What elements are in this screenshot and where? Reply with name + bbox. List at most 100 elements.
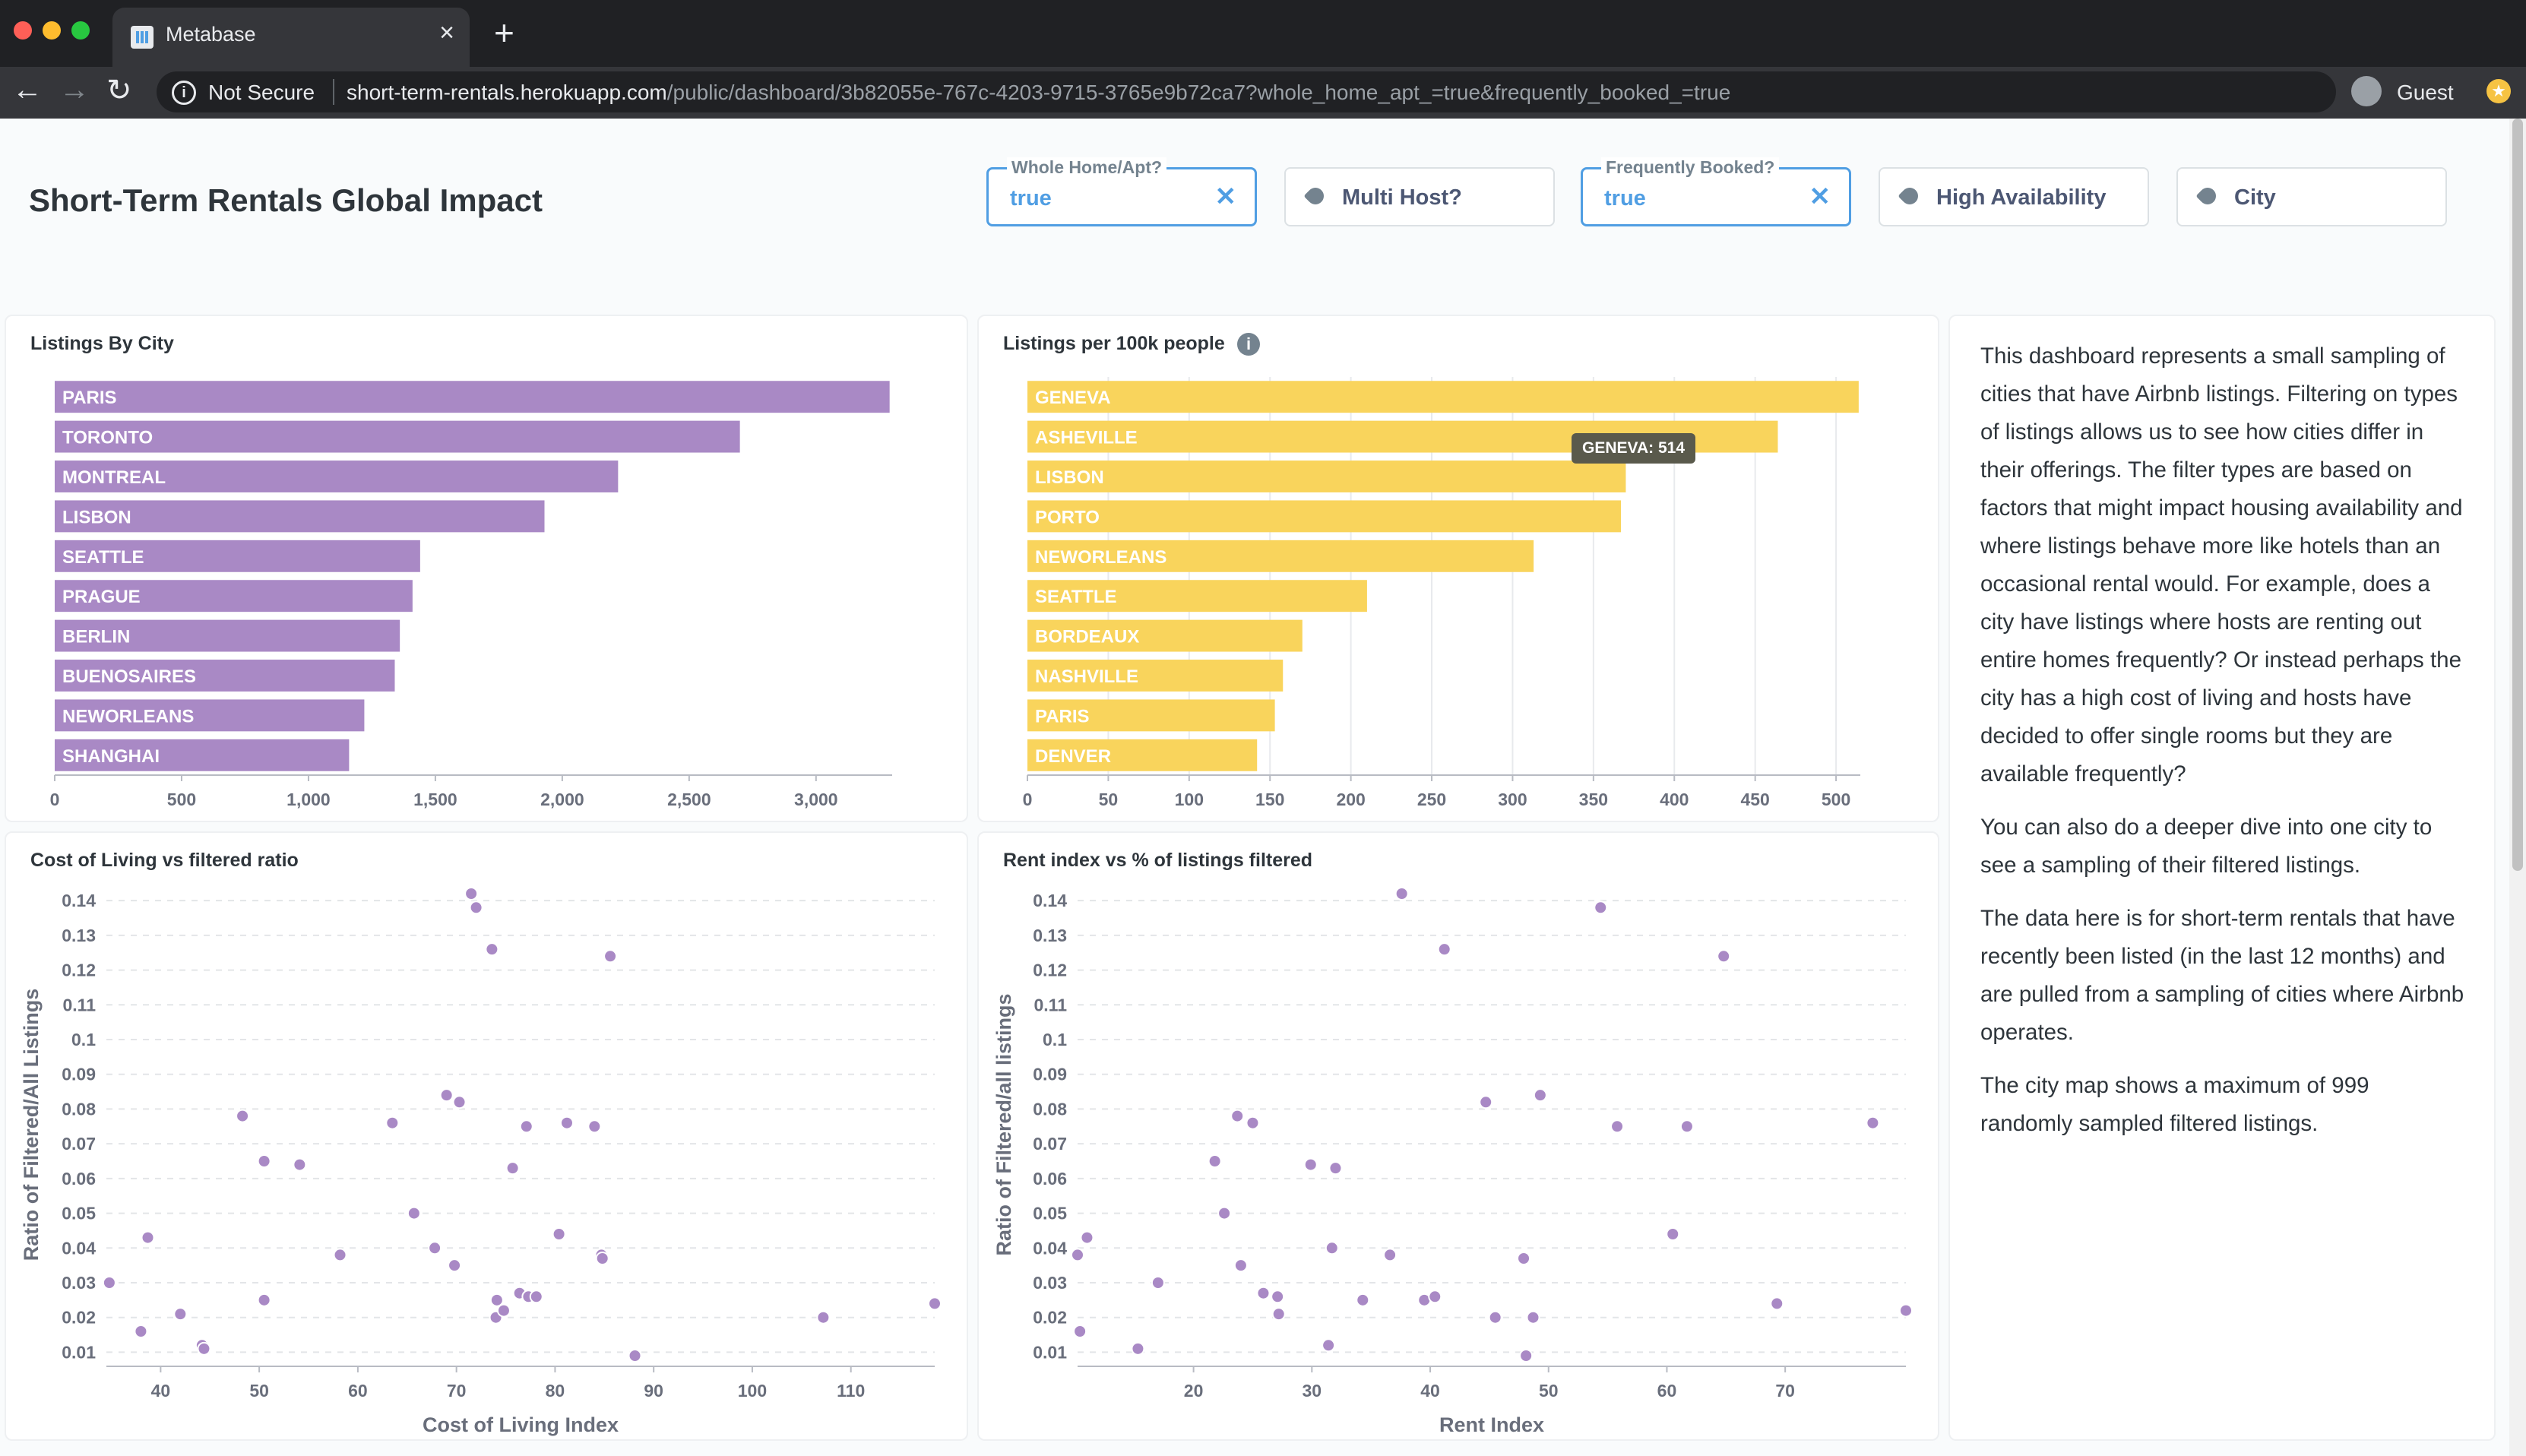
card-rent-index: Rent index vs % of listings filtered 0.0… xyxy=(977,831,1939,1441)
scatter-point xyxy=(816,1310,831,1325)
x-axis-label: Rent Index xyxy=(1439,1413,1544,1436)
browser-tab[interactable]: Metabase × xyxy=(112,8,470,67)
y-tick-label: 0.01 xyxy=(62,1342,96,1362)
scatter-point xyxy=(102,1276,116,1290)
forward-arrow-icon[interactable]: → xyxy=(59,73,90,106)
filter-frequently-booked[interactable]: Frequently Booked? true ✕ xyxy=(1581,157,1851,226)
back-arrow-icon[interactable]: ← xyxy=(12,73,43,106)
url-host: short-term-rentals.herokuapp.com xyxy=(347,81,667,104)
filter-label: Whole Home/Apt? xyxy=(1007,157,1167,178)
y-tick-label: 0.13 xyxy=(1033,926,1067,945)
bar xyxy=(1027,660,1284,692)
scatter-point xyxy=(1322,1338,1336,1353)
x-tick-label: 80 xyxy=(546,1381,565,1401)
scatter-point xyxy=(1073,1325,1087,1338)
x-tick-label: 400 xyxy=(1660,790,1689,809)
x-tick-label: 110 xyxy=(837,1381,865,1401)
bar xyxy=(1027,381,1859,413)
scatter-point xyxy=(1131,1341,1145,1356)
url-text[interactable]: short-term-rentals.herokuapp.com/public/… xyxy=(347,81,1730,105)
scatter-point xyxy=(1328,1161,1343,1176)
reload-icon[interactable]: ↻ xyxy=(106,74,132,107)
x-tick-label: 100 xyxy=(738,1381,767,1401)
filter-high-availability[interactable]: High Availability xyxy=(1879,167,2149,226)
x-tick-label: 90 xyxy=(644,1381,663,1401)
y-tick-label: 0.1 xyxy=(71,1030,96,1049)
info-icon[interactable]: i xyxy=(172,81,196,105)
x-tick-label: 40 xyxy=(1420,1381,1440,1401)
clear-filter-icon[interactable]: ✕ xyxy=(1214,182,1237,211)
scatter-point xyxy=(469,901,483,915)
card-title: Cost of Living vs filtered ratio xyxy=(30,850,299,871)
scatter-point xyxy=(1233,1258,1248,1273)
filter-label: Frequently Booked? xyxy=(1601,157,1780,178)
scrollbar-thumb[interactable] xyxy=(2512,119,2523,871)
scatter-point xyxy=(552,1227,566,1241)
y-tick-label: 0.08 xyxy=(62,1099,96,1119)
tab-close-icon[interactable]: × xyxy=(439,18,454,47)
bar-label: PARIS xyxy=(1035,706,1090,726)
bar xyxy=(1027,699,1275,732)
info-icon[interactable]: i xyxy=(1237,333,1260,356)
x-tick-label: 200 xyxy=(1336,790,1365,809)
url-path: /public/dashboard/3b82055e-767c-4203-971… xyxy=(666,81,1731,104)
filter-name: High Availability xyxy=(1936,185,2107,210)
scatter-point xyxy=(257,1293,271,1307)
extension-icon[interactable]: ★ xyxy=(2486,79,2511,103)
bar xyxy=(55,660,395,692)
x-tick-label: 250 xyxy=(1417,790,1446,809)
description-text: This dashboard represents a small sampli… xyxy=(1980,337,2467,1158)
clear-filter-icon[interactable]: ✕ xyxy=(1809,182,1831,211)
filter-whole-home[interactable]: Whole Home/Apt? true ✕ xyxy=(986,157,1257,226)
tab-title: Metabase xyxy=(166,23,256,46)
scatter-point xyxy=(559,1116,574,1130)
close-window-icon[interactable] xyxy=(14,21,32,40)
description-paragraph: The data here is for short-term rentals … xyxy=(1980,906,2464,1045)
x-tick-label: 70 xyxy=(1775,1381,1795,1401)
minimize-window-icon[interactable] xyxy=(43,21,61,40)
y-tick-label: 0.02 xyxy=(62,1308,96,1328)
description-paragraph: The city map shows a maximum of 999 rand… xyxy=(1980,1073,2369,1136)
x-tick-label: 20 xyxy=(1184,1381,1204,1401)
card-title: Listings per 100k people xyxy=(1003,333,1225,354)
y-axis-label: Ratio of Filtered/All Listings xyxy=(20,989,43,1261)
bar xyxy=(1027,580,1367,612)
x-tick-label: 40 xyxy=(151,1381,171,1401)
scatter-point xyxy=(603,949,618,964)
page-scrollbar[interactable] xyxy=(2509,119,2526,1456)
x-tick-label: 150 xyxy=(1255,790,1284,809)
scatter-point xyxy=(1428,1290,1442,1304)
bar-label: PORTO xyxy=(1035,507,1100,527)
x-tick-label: 3,000 xyxy=(794,790,838,809)
bar xyxy=(55,739,350,771)
tag-icon xyxy=(1303,184,1328,208)
y-tick-label: 0.12 xyxy=(1033,961,1067,980)
description-paragraph: This dashboard represents a small sampli… xyxy=(1980,343,2463,787)
address-bar[interactable]: i Not Secure short-term-rentals.herokuap… xyxy=(157,71,2336,112)
filter-city[interactable]: City xyxy=(2176,167,2447,226)
y-tick-label: 0.02 xyxy=(1033,1308,1067,1328)
new-tab-icon[interactable]: + xyxy=(494,13,514,52)
x-tick-label: 50 xyxy=(1539,1381,1559,1401)
x-tick-label: 350 xyxy=(1579,790,1608,809)
scatter-point xyxy=(1770,1296,1784,1311)
scatter-point xyxy=(1356,1293,1370,1307)
scatter-point xyxy=(1071,1248,1084,1262)
x-tick-label: 1,500 xyxy=(413,790,457,809)
profile-label: Guest xyxy=(2397,81,2454,104)
scatter-point xyxy=(1394,887,1409,901)
scatter-point xyxy=(464,887,479,901)
x-tick-label: 450 xyxy=(1740,790,1769,809)
maximize-window-icon[interactable] xyxy=(71,21,90,40)
filter-value: true xyxy=(1604,186,1646,210)
y-tick-label: 0.1 xyxy=(1043,1030,1067,1049)
scatter-point xyxy=(1303,1157,1318,1172)
scatter-point xyxy=(519,1119,533,1134)
bar-label: MONTREAL xyxy=(62,467,166,488)
bar-label: ASHEVILLE xyxy=(1035,428,1138,448)
security-label: Not Secure xyxy=(208,81,315,104)
x-tick-label: 0 xyxy=(1023,790,1033,809)
y-tick-label: 0.01 xyxy=(1033,1342,1067,1362)
filter-multi-host[interactable]: Multi Host? xyxy=(1284,167,1555,226)
scatter-point xyxy=(489,1293,504,1307)
